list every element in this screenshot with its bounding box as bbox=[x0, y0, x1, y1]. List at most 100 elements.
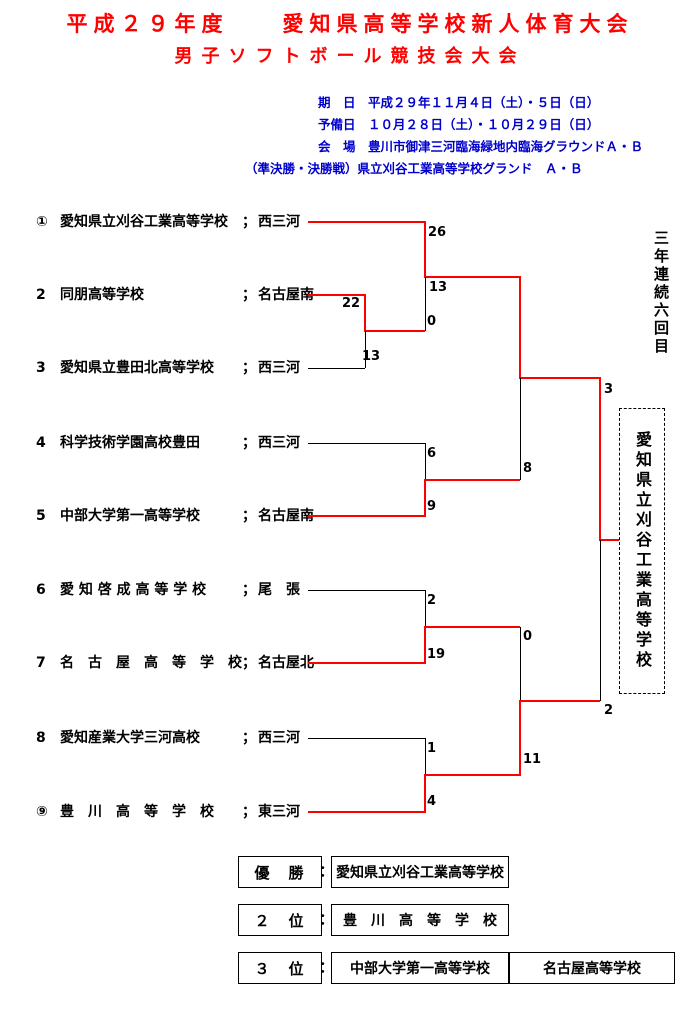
result-third-colon: ： bbox=[319, 958, 335, 976]
result-first-label: 優 勝 bbox=[254, 863, 306, 882]
result-second-value-box: 豊 川 高 等 学 校 bbox=[331, 904, 509, 936]
seed-label: 2 bbox=[36, 287, 46, 303]
score-round1-top: 22 bbox=[342, 296, 361, 311]
team-region: 西三河 bbox=[258, 360, 300, 376]
team-separator: ； bbox=[242, 214, 256, 230]
result-third-value-box-b: 名古屋高等学校 bbox=[509, 952, 675, 984]
team-region: 尾 張 bbox=[258, 582, 300, 598]
bracket-line bbox=[425, 738, 426, 775]
score-final-top: 3 bbox=[604, 382, 614, 397]
seed-label: ⑨ bbox=[36, 804, 48, 820]
team-region: 西三河 bbox=[258, 730, 300, 746]
bracket-line bbox=[308, 294, 365, 296]
result-third-value-b: 名古屋高等学校 bbox=[543, 961, 641, 977]
result-first-colon: ： bbox=[319, 862, 335, 880]
team-row: ① 愛知県立刈谷工業高等学校 ；西三河 bbox=[36, 212, 300, 232]
result-first-label-box: 優 勝 bbox=[238, 856, 322, 888]
bracket-line bbox=[425, 774, 520, 776]
result-third-value-box-a: 中部大学第一高等学校 bbox=[331, 952, 509, 984]
bracket-line bbox=[425, 590, 426, 627]
team-row: 3 愛知県立豊田北高等学校 ；西三河 bbox=[36, 358, 300, 378]
result-second-label: ２ 位 bbox=[254, 911, 306, 930]
result-third-label-box: ３ 位 bbox=[238, 952, 322, 984]
bracket-line bbox=[365, 331, 366, 368]
team-name: 名 古 屋 高 等 学 校 bbox=[60, 655, 242, 671]
score-qf1-bottom: 0 bbox=[427, 314, 437, 329]
bracket-line bbox=[520, 378, 521, 480]
team-region: 名古屋北 bbox=[258, 655, 314, 671]
bracket-line bbox=[519, 276, 521, 379]
team-name: 中部大学第一高等学校 bbox=[60, 508, 200, 524]
team-region: 東三河 bbox=[258, 804, 300, 820]
seed-label: 3 bbox=[36, 360, 46, 376]
champion-name: 愛知県立刈谷工業高等学校 bbox=[633, 431, 652, 671]
team-name: 愛知産業大学三河高校 bbox=[60, 730, 200, 746]
seed-label: 6 bbox=[36, 582, 46, 598]
team-name: 科学技術学園高校豊田 bbox=[60, 435, 200, 451]
bracket-line bbox=[308, 443, 425, 444]
schedule-date-line: 期 日 平成２９年１１月４日（土）・５日（日） bbox=[318, 95, 600, 110]
bracket-line bbox=[600, 540, 601, 701]
bracket-line bbox=[308, 738, 425, 739]
team-region: 名古屋南 bbox=[258, 287, 314, 303]
bracket-line bbox=[308, 811, 425, 813]
team-separator: ； bbox=[242, 360, 256, 376]
team-name: 豊 川 高 等 学 校 bbox=[60, 804, 214, 820]
result-second-colon: ： bbox=[319, 910, 335, 928]
score-qf2-bottom: 9 bbox=[427, 499, 437, 514]
score-sf1-top: 13 bbox=[429, 280, 448, 295]
page-title: 平成２９年度 愛知県高等学校新人体育大会 bbox=[66, 12, 634, 36]
team-row: 6 愛 知 啓 成 高 等 学 校 ；尾 張 bbox=[36, 580, 300, 600]
bracket-line bbox=[425, 479, 520, 481]
seed-label: 7 bbox=[36, 655, 46, 671]
champion-connector-line bbox=[600, 539, 619, 541]
team-row: 5 中部大学第一高等学校 ；名古屋南 bbox=[36, 506, 314, 526]
bracket-line bbox=[424, 479, 426, 517]
team-separator: ； bbox=[242, 435, 256, 451]
team-name: 愛知県立刈谷工業高等学校 bbox=[60, 214, 228, 230]
champion-box: 愛知県立刈谷工業高等学校 bbox=[619, 408, 665, 694]
team-name: 愛知県立豊田北高等学校 bbox=[60, 360, 214, 376]
team-row: 7 名 古 屋 高 等 学 校；名古屋北 bbox=[36, 653, 314, 673]
team-separator: ； bbox=[242, 508, 256, 524]
bracket-line bbox=[308, 515, 425, 517]
bracket-line bbox=[365, 330, 425, 332]
result-second-value: 豊 川 高 等 学 校 bbox=[343, 913, 497, 929]
score-qf2-top: 6 bbox=[427, 446, 437, 461]
bracket-line bbox=[308, 221, 425, 223]
team-separator: ； bbox=[242, 804, 256, 820]
score-qf4-bottom: 4 bbox=[427, 794, 437, 809]
bracket-line bbox=[424, 221, 426, 278]
score-qf3-top: 2 bbox=[427, 593, 437, 608]
score-sf2-top: 0 bbox=[523, 629, 533, 644]
seed-label: 4 bbox=[36, 435, 46, 451]
page-subtitle: 男子ソフトボール競技会大会 bbox=[174, 46, 526, 67]
score-qf3-bottom: 19 bbox=[427, 647, 446, 662]
score-qf4-top: 1 bbox=[427, 741, 437, 756]
bracket-line bbox=[425, 277, 426, 331]
bracket-line bbox=[520, 627, 521, 701]
team-separator: ； bbox=[242, 655, 256, 671]
champion-streak-note: 三年連続六回目 bbox=[652, 230, 670, 356]
bracket-line bbox=[520, 377, 600, 379]
team-name: 愛 知 啓 成 高 等 学 校 bbox=[60, 582, 207, 598]
result-third-label: ３ 位 bbox=[254, 959, 306, 978]
team-region: 名古屋南 bbox=[258, 508, 314, 524]
bracket-line bbox=[425, 276, 520, 278]
team-separator: ； bbox=[242, 582, 256, 598]
team-name: 同朋高等学校 bbox=[60, 287, 144, 303]
bracket-line bbox=[424, 626, 426, 664]
score-final-bottom: 2 bbox=[604, 703, 614, 718]
bracket-line bbox=[308, 368, 365, 369]
score-sf1-bottom: 8 bbox=[523, 461, 533, 476]
bracket-line bbox=[424, 774, 426, 813]
finals-venue-line: （準決勝・決勝戦）県立刈谷工業高等学校グランド Ａ・Ｂ bbox=[245, 161, 583, 176]
score-qf1-top: 26 bbox=[428, 225, 447, 240]
bracket-line bbox=[599, 377, 601, 541]
team-row: 8 愛知産業大学三河高校 ；西三河 bbox=[36, 728, 300, 748]
result-first-value-box: 愛知県立刈谷工業高等学校 bbox=[331, 856, 509, 888]
team-row: ⑨ 豊 川 高 等 学 校 ；東三河 bbox=[36, 802, 300, 822]
team-separator: ； bbox=[242, 287, 256, 303]
schedule-reserve-line: 予備日 １０月２８日（土）・１０月２９日（日） bbox=[318, 117, 600, 132]
seed-label: 5 bbox=[36, 508, 46, 524]
